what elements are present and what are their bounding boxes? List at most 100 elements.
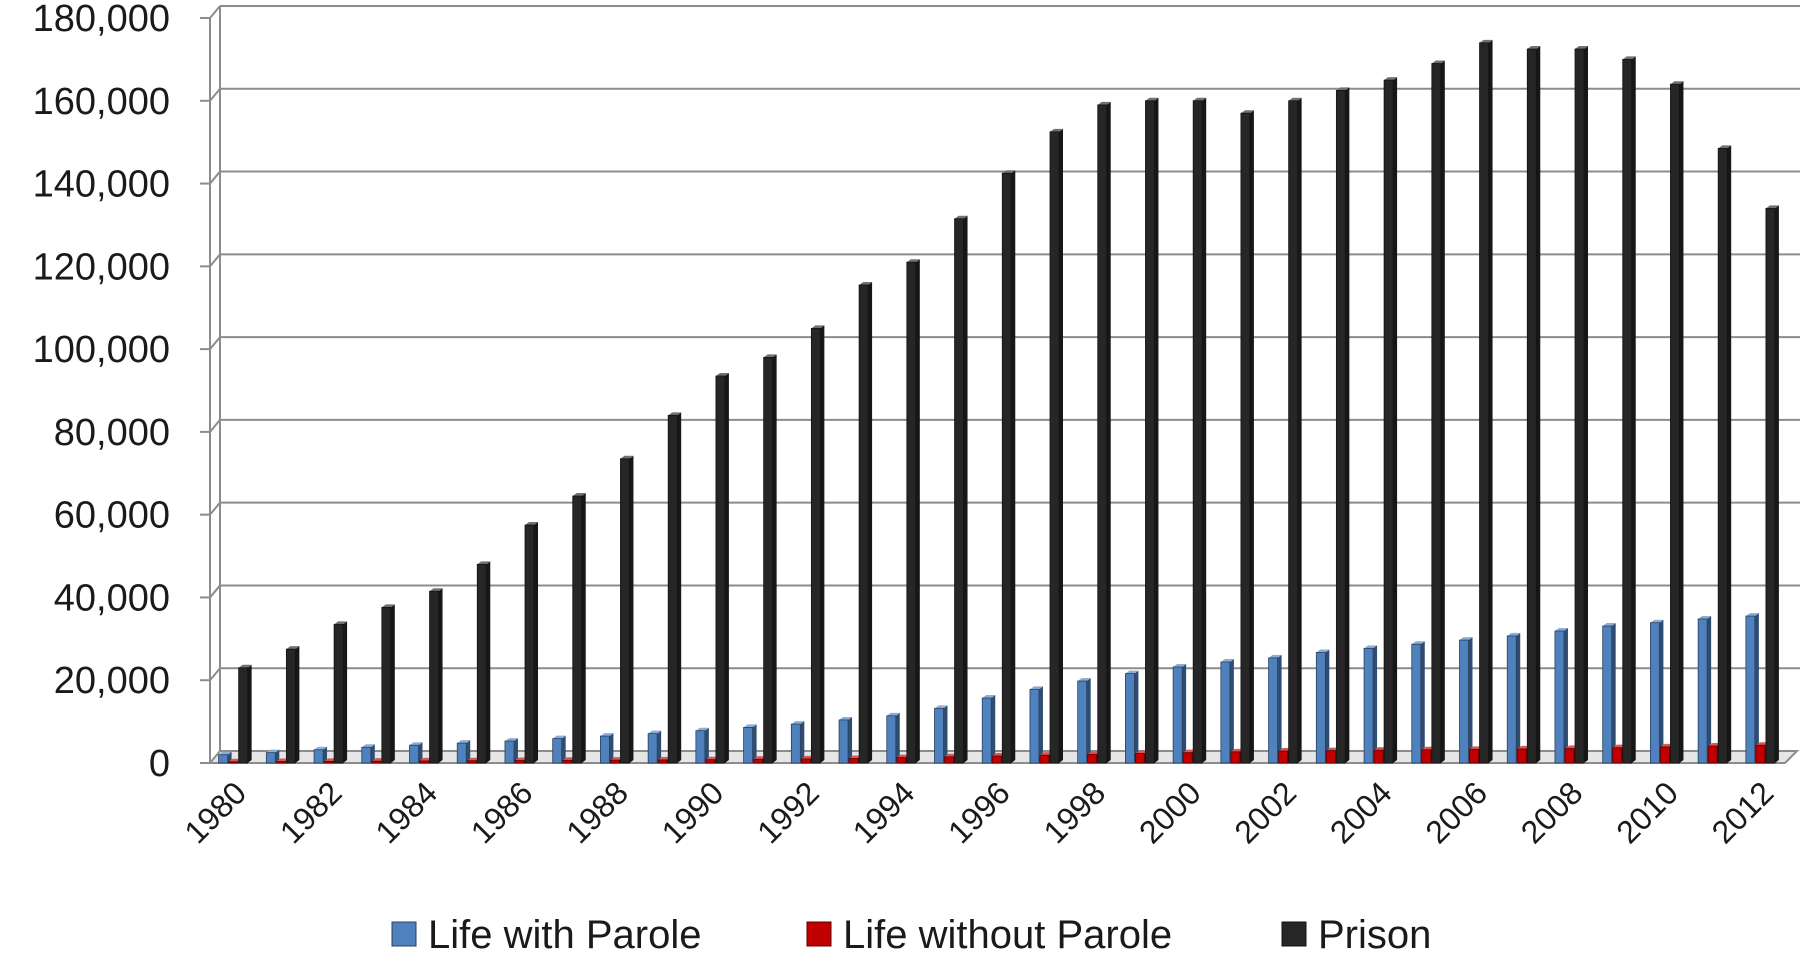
bar-front <box>1278 750 1289 764</box>
bar-top <box>1745 613 1759 617</box>
bar-top <box>1650 619 1664 623</box>
bar-top <box>695 727 709 731</box>
bar-top <box>1527 46 1541 50</box>
x-tick-label: 2004 <box>1323 774 1399 850</box>
bar-side <box>1325 649 1330 763</box>
y-tick-label: 180,000 <box>33 0 170 40</box>
bar-front <box>456 742 467 764</box>
bar-top <box>763 354 777 358</box>
bar-front <box>695 730 706 764</box>
x-tick-label: 1998 <box>1036 774 1112 850</box>
bar-front <box>476 563 487 764</box>
bar-life-with-parole <box>1125 670 1139 764</box>
bar-front <box>275 761 286 764</box>
bar-prison <box>620 455 634 764</box>
bar-side <box>513 738 518 763</box>
y-tick-label: 20,000 <box>54 660 170 702</box>
bar-side <box>800 721 805 763</box>
bar-front <box>715 375 726 764</box>
legend-item: Life without Parole <box>806 913 1172 957</box>
bar-front <box>753 758 764 764</box>
bar-life-with-parole <box>1172 663 1187 764</box>
x-tick-label: 1994 <box>846 774 922 850</box>
legend: Life with Parole Life without Parole Priso… <box>391 913 1431 957</box>
bar-top <box>334 621 348 625</box>
bar-top <box>266 749 280 753</box>
bar-front <box>1526 48 1537 764</box>
bar-front <box>647 733 658 764</box>
bar-side <box>609 733 614 763</box>
legend-swatch <box>391 921 417 947</box>
bar-side <box>581 493 586 763</box>
bar-top <box>791 721 805 725</box>
bar-side <box>227 751 232 763</box>
bar-front <box>1039 754 1050 764</box>
bar-front <box>409 744 419 764</box>
bar-top <box>1411 641 1425 645</box>
bar-side <box>390 604 395 763</box>
y-tick-label: 40,000 <box>54 577 170 619</box>
bar-life-with-parole <box>409 742 423 764</box>
bar-life-with-parole <box>1029 686 1043 764</box>
bar-top <box>1145 97 1159 101</box>
bar-front <box>218 754 228 764</box>
bar-side <box>1038 686 1043 763</box>
bar-front <box>858 284 869 764</box>
bar-front <box>667 414 678 764</box>
bar-front <box>1717 147 1728 764</box>
bar-side <box>1420 641 1425 763</box>
x-tick-label: 1988 <box>559 774 635 850</box>
bar-front <box>610 759 620 764</box>
bar-top <box>668 412 682 416</box>
bar-front <box>323 760 334 764</box>
gridline-depth <box>209 667 221 681</box>
bar-top <box>286 646 300 650</box>
bar-front <box>991 755 1002 764</box>
bar-side <box>534 522 538 763</box>
bar-front <box>906 261 917 764</box>
bar-front <box>1049 131 1060 764</box>
bar-top <box>1240 110 1254 114</box>
bar-front <box>1383 79 1394 764</box>
bar-life-with-parole <box>361 744 375 764</box>
bar-side <box>323 746 328 763</box>
bar-side <box>1154 97 1159 764</box>
bar-front <box>265 752 276 764</box>
bar-side <box>1584 46 1588 763</box>
bar-life-with-parole <box>1315 649 1330 764</box>
bar-top <box>1431 60 1445 64</box>
bar-front <box>886 715 897 764</box>
bar-front <box>1125 673 1135 764</box>
bar-side <box>275 749 280 763</box>
bar-prison <box>1622 56 1636 764</box>
x-tick-label: 2006 <box>1418 774 1494 850</box>
bar-side <box>895 712 900 763</box>
bar-front <box>1745 615 1756 764</box>
bar-top <box>314 746 328 750</box>
bar-front <box>1335 90 1346 764</box>
bar-side <box>1536 46 1541 763</box>
bar-front <box>1288 100 1299 764</box>
bar-side <box>1440 60 1445 764</box>
bar-front <box>466 760 477 764</box>
bar-prison <box>667 412 682 764</box>
bar-prison <box>1097 101 1111 764</box>
bar-front <box>600 735 610 764</box>
bar-life-with-parole <box>886 712 900 764</box>
bar-front <box>1660 746 1670 764</box>
bar-front <box>1411 643 1422 764</box>
bar-side <box>1182 663 1187 763</box>
bar-side <box>1011 170 1016 764</box>
bar-prison <box>476 561 491 764</box>
bar-top <box>1364 645 1378 649</box>
legend-swatch <box>806 921 832 947</box>
bar-top <box>218 751 232 755</box>
bar-side <box>943 705 948 763</box>
bar-life-with-parole <box>934 705 948 764</box>
y-tick-label: 80,000 <box>54 412 170 454</box>
bar-top <box>1125 670 1139 674</box>
bar-prison <box>858 281 873 764</box>
bar-top <box>1698 615 1712 619</box>
x-tick-label: 2012 <box>1705 774 1781 850</box>
bar-front <box>1506 635 1517 764</box>
